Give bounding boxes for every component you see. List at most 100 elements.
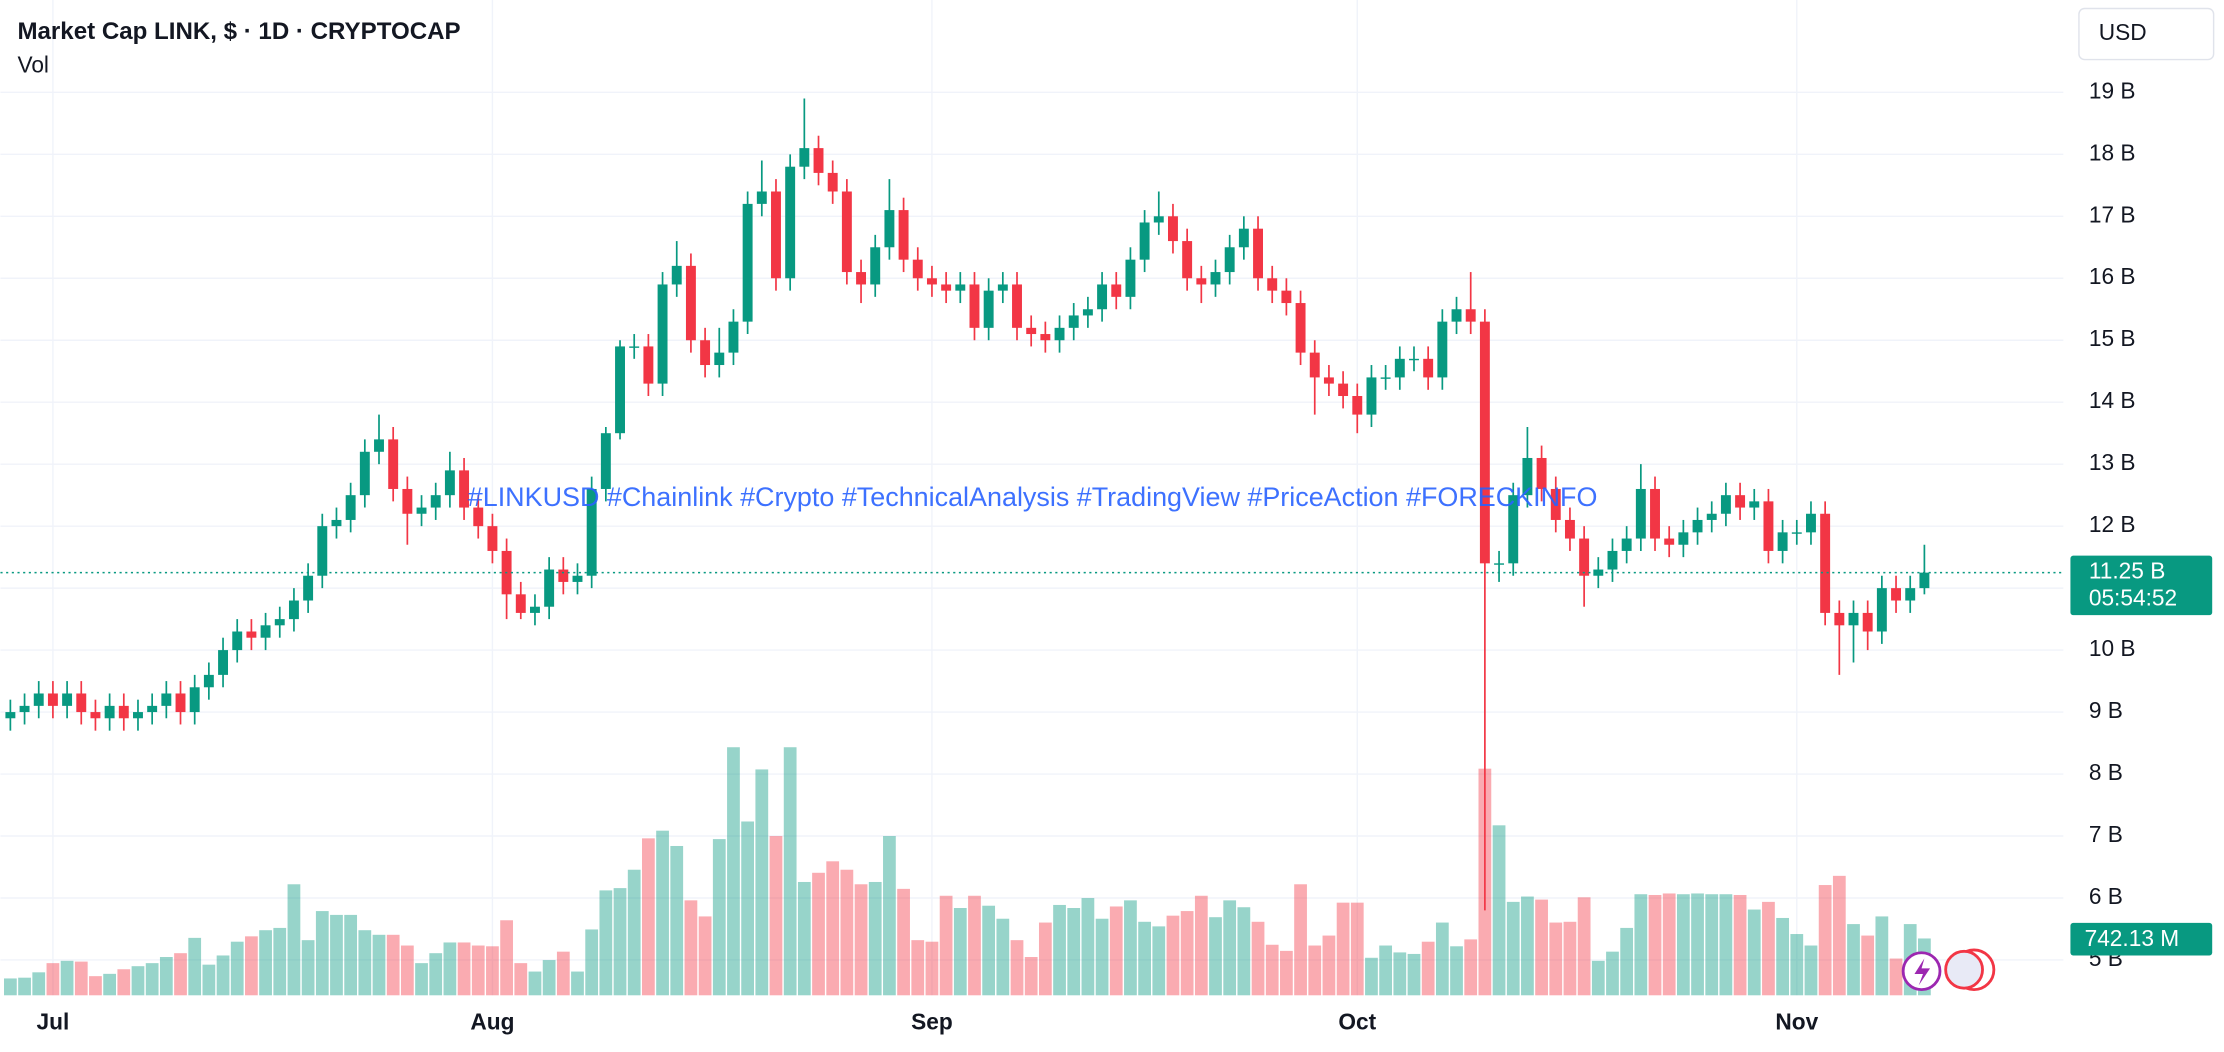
candle-body	[1224, 247, 1235, 273]
volume-bar	[315, 911, 329, 996]
currency-button[interactable]	[2078, 7, 2215, 61]
volume-bar	[18, 977, 31, 996]
candle-body	[1139, 222, 1150, 260]
volume-bar	[684, 900, 698, 996]
candle-body	[1522, 457, 1533, 496]
volume-bar	[925, 941, 939, 996]
candle-body	[274, 619, 285, 626]
volume-bar	[1719, 894, 1733, 996]
volume-bar	[868, 881, 882, 996]
y-tick-label: 19 B	[2089, 77, 2136, 103]
last-volume-label: 742.13 M	[2085, 925, 2180, 951]
volume-bar	[968, 895, 981, 996]
candle-body	[260, 625, 271, 638]
volume-bar	[1038, 922, 1052, 996]
candle-body	[218, 650, 229, 675]
candle-body	[1650, 488, 1660, 539]
volume-bar	[1237, 907, 1251, 996]
volume-bar	[358, 930, 372, 996]
price-axis: 5 B6 B7 B8 B9 B10 B11 B12 B13 B14 B15 B1…	[37, 77, 2213, 1035]
candle-body	[161, 693, 172, 706]
candle-body	[76, 693, 87, 713]
candle-body	[1125, 259, 1136, 297]
volume-bar	[1365, 957, 1378, 996]
volume-bar	[1847, 924, 1860, 996]
volume-bar	[585, 929, 599, 996]
price-pane	[0, 98, 2064, 911]
volume-bar	[1435, 922, 1449, 996]
candle-body	[685, 265, 696, 341]
candle-body	[1394, 358, 1405, 378]
volume-bar	[613, 888, 627, 996]
candle-body	[714, 352, 725, 366]
volume-bar	[1521, 896, 1534, 996]
volume-bar	[259, 930, 272, 996]
volume-bar	[528, 971, 542, 996]
candle-body	[515, 594, 526, 613]
volume-bar	[1776, 917, 1789, 996]
candle-body	[1550, 488, 1561, 520]
candle-body	[870, 247, 881, 285]
volume-bar	[60, 960, 74, 996]
candle-body	[246, 631, 257, 638]
candle-body	[1834, 612, 1845, 626]
volume-bar	[1095, 918, 1109, 996]
volume-bar	[429, 953, 443, 996]
volume-bar	[542, 960, 556, 996]
volume-bar	[216, 955, 230, 996]
y-tick-label: 6 B	[2089, 883, 2123, 909]
economic-event-icon[interactable]	[1944, 949, 1984, 990]
volume-bar	[1138, 921, 1151, 996]
volume-bar	[698, 916, 712, 996]
candle-body	[955, 284, 966, 291]
volume-bar	[1492, 825, 1506, 996]
volume-bar	[1109, 906, 1123, 996]
candle-body	[374, 439, 384, 452]
volume-bar	[1747, 909, 1761, 996]
candle-body	[1593, 569, 1604, 576]
volume-bar	[1889, 958, 1903, 996]
volume-bar	[330, 914, 343, 996]
y-tick-label: 17 B	[2089, 201, 2136, 227]
volume-bar	[1194, 895, 1208, 996]
volume-bar	[500, 920, 513, 996]
candle-body	[331, 519, 342, 527]
volume-bar	[1124, 900, 1137, 996]
candle-body	[459, 470, 470, 508]
y-tick-label: 10 B	[2089, 635, 2136, 661]
candle-body	[1763, 501, 1774, 551]
volume-bar	[826, 861, 840, 996]
candle-body	[657, 284, 668, 384]
candle-body	[1153, 216, 1164, 223]
volume-bar	[911, 940, 925, 996]
volume-bar	[1733, 894, 1747, 996]
candle-body	[841, 191, 852, 273]
candle-body	[572, 575, 583, 582]
candle-body	[133, 712, 143, 719]
candle-body	[1338, 383, 1349, 397]
candle-body	[1607, 550, 1618, 570]
volume-bar	[245, 936, 258, 996]
currency-label[interactable]: USD	[2099, 19, 2147, 45]
lightning-icon	[1914, 958, 1931, 986]
candle-body	[983, 290, 994, 328]
candle-body	[1536, 457, 1547, 489]
last-price-label: 11.25 B	[2089, 558, 2165, 584]
candle-body	[1621, 538, 1632, 551]
volume-bar	[627, 869, 641, 996]
candle-body	[1806, 513, 1816, 533]
candle-body	[1678, 532, 1689, 545]
candle-body	[1352, 396, 1363, 415]
volume-bar	[1762, 901, 1775, 996]
candle-body	[997, 284, 1008, 291]
volume-bar	[1053, 904, 1066, 996]
volume-bar	[1464, 939, 1478, 996]
volume-bar	[273, 927, 287, 996]
volume-bar	[1223, 900, 1237, 996]
candle-body	[1494, 563, 1505, 565]
candle-body	[1876, 588, 1887, 632]
candle-body	[799, 148, 810, 167]
indicator-label[interactable]: Vol	[17, 52, 49, 78]
volume-bar	[1648, 894, 1662, 996]
candle-body	[898, 210, 909, 260]
